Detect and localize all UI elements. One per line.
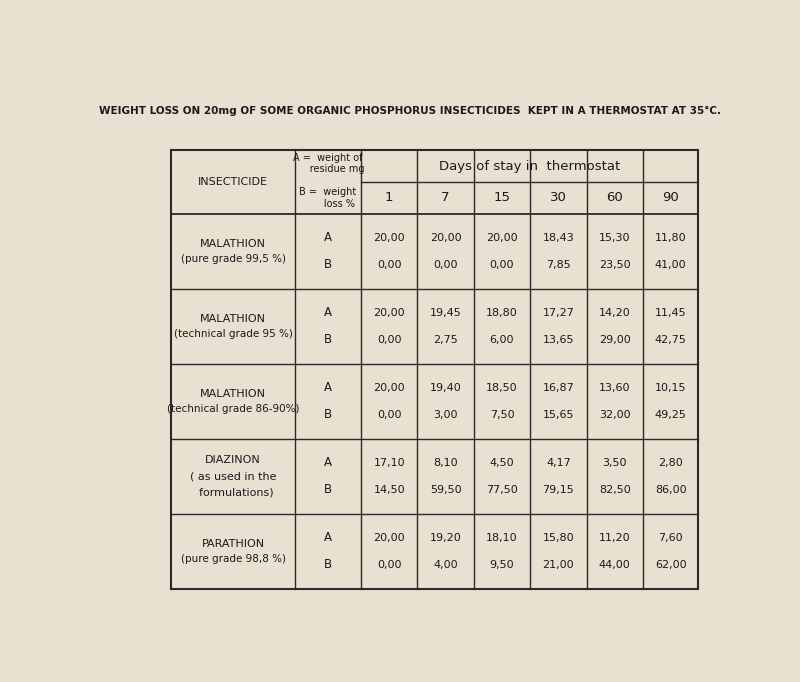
Text: 20,00: 20,00 (374, 308, 405, 318)
Text: 16,87: 16,87 (542, 383, 574, 393)
Text: 18,80: 18,80 (486, 308, 518, 318)
Text: 15: 15 (494, 191, 510, 205)
Text: 15,80: 15,80 (542, 533, 574, 543)
Text: 14,50: 14,50 (374, 485, 405, 494)
Text: 15,30: 15,30 (599, 233, 630, 243)
Text: 23,50: 23,50 (599, 260, 630, 269)
Text: B: B (324, 483, 332, 496)
Text: 4,17: 4,17 (546, 458, 570, 468)
Text: 29,00: 29,00 (599, 335, 630, 344)
Text: 3,00: 3,00 (434, 410, 458, 419)
Text: 77,50: 77,50 (486, 485, 518, 494)
Text: 0,00: 0,00 (377, 560, 402, 569)
Text: A: A (324, 306, 332, 319)
Text: (pure grade 98,8 %): (pure grade 98,8 %) (181, 554, 286, 563)
Text: 20,00: 20,00 (486, 233, 518, 243)
Text: 7,85: 7,85 (546, 260, 570, 269)
Text: 20,00: 20,00 (430, 233, 462, 243)
Text: 41,00: 41,00 (655, 260, 686, 269)
Text: 6,00: 6,00 (490, 335, 514, 344)
Text: ( as used in the: ( as used in the (190, 471, 277, 481)
Text: 19,40: 19,40 (430, 383, 462, 393)
Text: 10,15: 10,15 (655, 383, 686, 393)
Text: 49,25: 49,25 (654, 410, 686, 419)
Text: 1: 1 (385, 191, 394, 205)
Text: 32,00: 32,00 (599, 410, 630, 419)
Text: (technical grade 86-90%): (technical grade 86-90%) (167, 404, 299, 414)
Text: 2,80: 2,80 (658, 458, 683, 468)
Text: (pure grade 99,5 %): (pure grade 99,5 %) (181, 254, 286, 264)
Text: PARATHION: PARATHION (202, 539, 265, 548)
Text: B: B (324, 408, 332, 421)
Text: 18,43: 18,43 (542, 233, 574, 243)
Text: 7,50: 7,50 (490, 410, 514, 419)
Text: DIAZINON: DIAZINON (206, 455, 261, 464)
Text: 20,00: 20,00 (374, 383, 405, 393)
Text: 30: 30 (550, 191, 567, 205)
Text: 11,20: 11,20 (599, 533, 630, 543)
Text: 18,50: 18,50 (486, 383, 518, 393)
Text: WEIGHT LOSS ON 20mg OF SOME ORGANIC PHOSPHORUS INSECTICIDES  KEPT IN A THERMOSTA: WEIGHT LOSS ON 20mg OF SOME ORGANIC PHOS… (99, 106, 721, 115)
Text: 20,00: 20,00 (374, 233, 405, 243)
Text: (technical grade 95 %): (technical grade 95 %) (174, 329, 293, 339)
Text: MALATHION: MALATHION (200, 314, 266, 324)
Text: 90: 90 (662, 191, 679, 205)
Text: 19,45: 19,45 (430, 308, 462, 318)
Text: 18,10: 18,10 (486, 533, 518, 543)
Text: 2,75: 2,75 (434, 335, 458, 344)
Text: 60: 60 (606, 191, 623, 205)
Text: formulations): formulations) (193, 488, 274, 498)
Text: 59,50: 59,50 (430, 485, 462, 494)
Text: 11,45: 11,45 (655, 308, 686, 318)
Text: 0,00: 0,00 (377, 335, 402, 344)
Text: 7: 7 (442, 191, 450, 205)
Text: B =  weight
       loss %: B = weight loss % (299, 187, 357, 209)
Text: 0,00: 0,00 (377, 260, 402, 269)
Text: MALATHION: MALATHION (200, 239, 266, 249)
Text: A: A (324, 381, 332, 394)
Text: Days of stay in  thermostat: Days of stay in thermostat (439, 160, 620, 173)
Text: B: B (324, 333, 332, 346)
Text: 13,60: 13,60 (599, 383, 630, 393)
Text: 4,00: 4,00 (434, 560, 458, 569)
Text: A =  weight of
      residue mg: A = weight of residue mg (291, 153, 365, 174)
Text: A: A (324, 231, 332, 244)
Text: 14,20: 14,20 (599, 308, 630, 318)
Text: 20,00: 20,00 (374, 533, 405, 543)
Text: 44,00: 44,00 (599, 560, 630, 569)
Text: 21,00: 21,00 (542, 560, 574, 569)
Text: 86,00: 86,00 (655, 485, 686, 494)
Text: 42,75: 42,75 (654, 335, 686, 344)
Text: 3,50: 3,50 (602, 458, 627, 468)
Text: 15,65: 15,65 (542, 410, 574, 419)
Text: 11,80: 11,80 (655, 233, 686, 243)
Text: 0,00: 0,00 (377, 410, 402, 419)
Text: A: A (324, 456, 332, 469)
Text: 8,10: 8,10 (434, 458, 458, 468)
Text: B: B (324, 558, 332, 571)
Text: A: A (324, 531, 332, 544)
Text: MALATHION: MALATHION (200, 389, 266, 399)
Text: INSECTICIDE: INSECTICIDE (198, 177, 268, 187)
Text: 13,65: 13,65 (542, 335, 574, 344)
Text: 0,00: 0,00 (434, 260, 458, 269)
Text: 0,00: 0,00 (490, 260, 514, 269)
Text: 9,50: 9,50 (490, 560, 514, 569)
Text: 4,50: 4,50 (490, 458, 514, 468)
Text: 82,50: 82,50 (599, 485, 630, 494)
Text: 17,27: 17,27 (542, 308, 574, 318)
Text: 17,10: 17,10 (374, 458, 405, 468)
Text: 7,60: 7,60 (658, 533, 683, 543)
Text: 62,00: 62,00 (655, 560, 686, 569)
Text: B: B (324, 258, 332, 271)
Text: 79,15: 79,15 (542, 485, 574, 494)
Text: 19,20: 19,20 (430, 533, 462, 543)
